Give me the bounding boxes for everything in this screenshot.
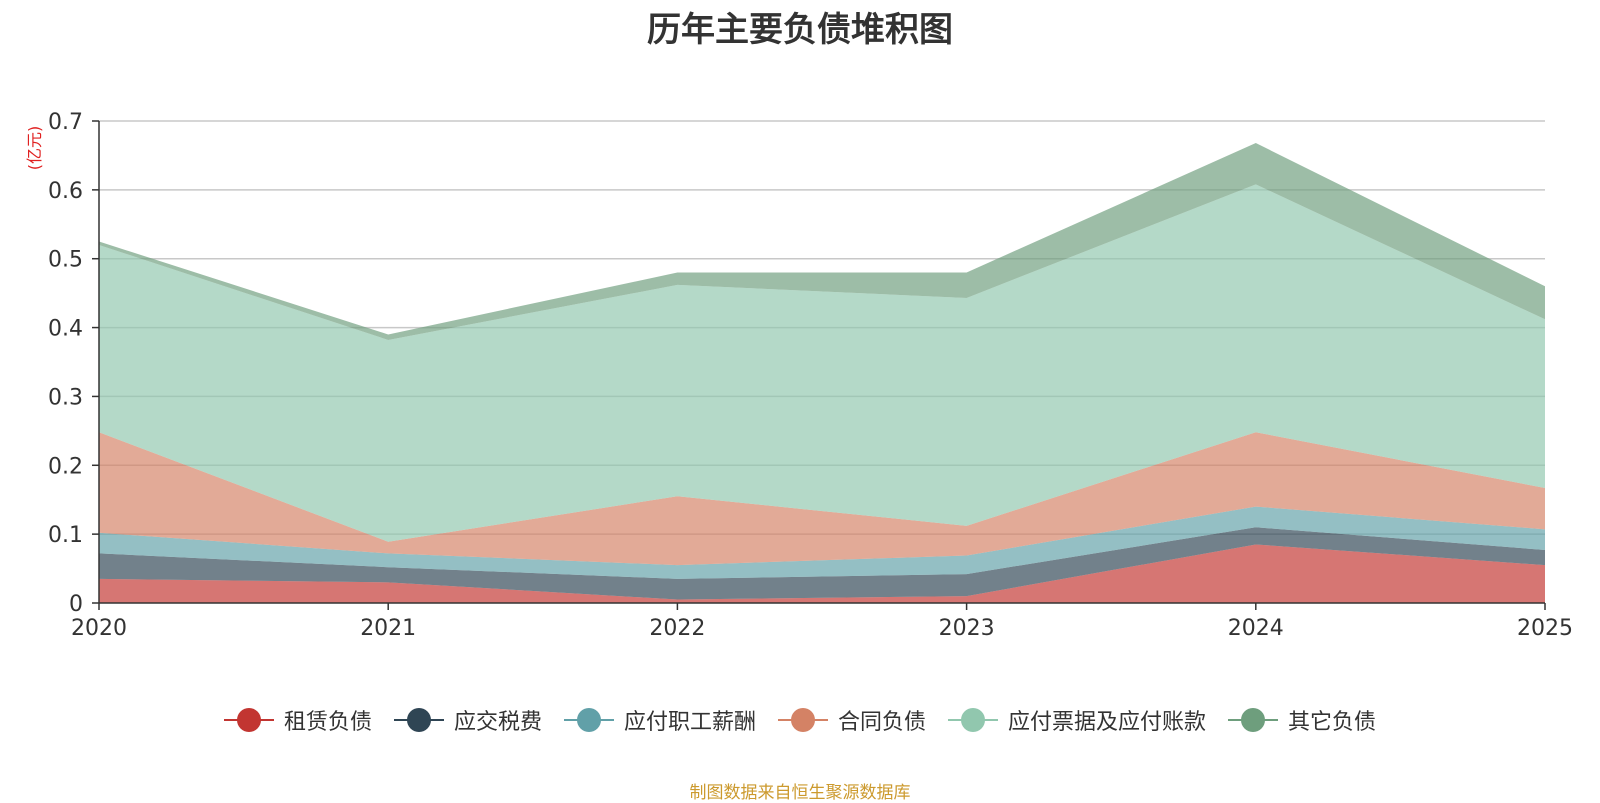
y-tick-label: 0.5 bbox=[48, 248, 83, 273]
x-tick-label: 2025 bbox=[1517, 616, 1573, 641]
y-tick-label: 0.2 bbox=[48, 454, 83, 479]
x-tick-label: 2024 bbox=[1228, 616, 1284, 641]
area-series bbox=[99, 432, 1545, 566]
area-series bbox=[99, 527, 1545, 600]
legend-marker-icon bbox=[393, 707, 444, 733]
legend-marker-icon bbox=[1228, 707, 1279, 733]
legend-label: 应付票据及应付账款 bbox=[1008, 710, 1207, 735]
legend-marker-icon bbox=[948, 707, 999, 733]
x-tick-label: 2023 bbox=[939, 616, 995, 641]
legend-label: 租赁负债 bbox=[283, 710, 372, 735]
legend-item[interactable]: 应付票据及应付账款 bbox=[948, 704, 1206, 736]
area-series-layer bbox=[99, 143, 1545, 603]
area-series bbox=[99, 544, 1545, 603]
legend-marker-icon bbox=[223, 707, 274, 733]
legend: 租赁负债 应交税费 应付职工薪酬 合同负债 应付票据及应付账款 其它负债 bbox=[0, 703, 1600, 737]
legend-item[interactable]: 租赁负债 bbox=[223, 704, 372, 736]
y-tick-label: 0.4 bbox=[48, 317, 83, 342]
y-tick-label: 0.6 bbox=[48, 179, 83, 204]
axes: 0 0.1 0.2 0.3 0.4 0.5 0.6 0.7 2020 2021 2022 2023 20… bbox=[48, 110, 1573, 641]
x-tick-label: 2022 bbox=[649, 616, 705, 641]
legend-label: 应付职工薪酬 bbox=[623, 710, 756, 735]
area-series bbox=[99, 506, 1545, 579]
legend-marker-icon bbox=[563, 707, 614, 733]
y-tick-label: 0.7 bbox=[48, 110, 83, 135]
y-tick-label: 0.3 bbox=[48, 385, 83, 410]
legend-item[interactable]: 合同负债 bbox=[778, 704, 926, 736]
y-axis-unit-label: (亿元) bbox=[25, 126, 44, 171]
legend-label: 合同负债 bbox=[838, 710, 927, 735]
y-tick-label: 0.1 bbox=[48, 523, 83, 548]
legend-label: 应交税费 bbox=[453, 710, 542, 735]
legend-item[interactable]: 应付职工薪酬 bbox=[563, 704, 756, 736]
legend-item[interactable]: 其它负债 bbox=[1228, 704, 1376, 736]
source-note: 制图数据来自恒生聚源数据库 bbox=[689, 783, 911, 803]
x-tick-label: 2020 bbox=[71, 616, 127, 641]
chart-title: 历年主要负债堆积图 bbox=[647, 10, 953, 50]
x-tick-label: 2021 bbox=[360, 616, 416, 641]
legend-marker-icon bbox=[778, 707, 828, 733]
legend-item[interactable]: 应交税费 bbox=[393, 704, 542, 736]
legend-label: 其它负债 bbox=[1288, 710, 1377, 735]
area-series bbox=[99, 143, 1545, 340]
y-tick-label: 0 bbox=[69, 592, 83, 617]
area-series bbox=[99, 184, 1545, 542]
